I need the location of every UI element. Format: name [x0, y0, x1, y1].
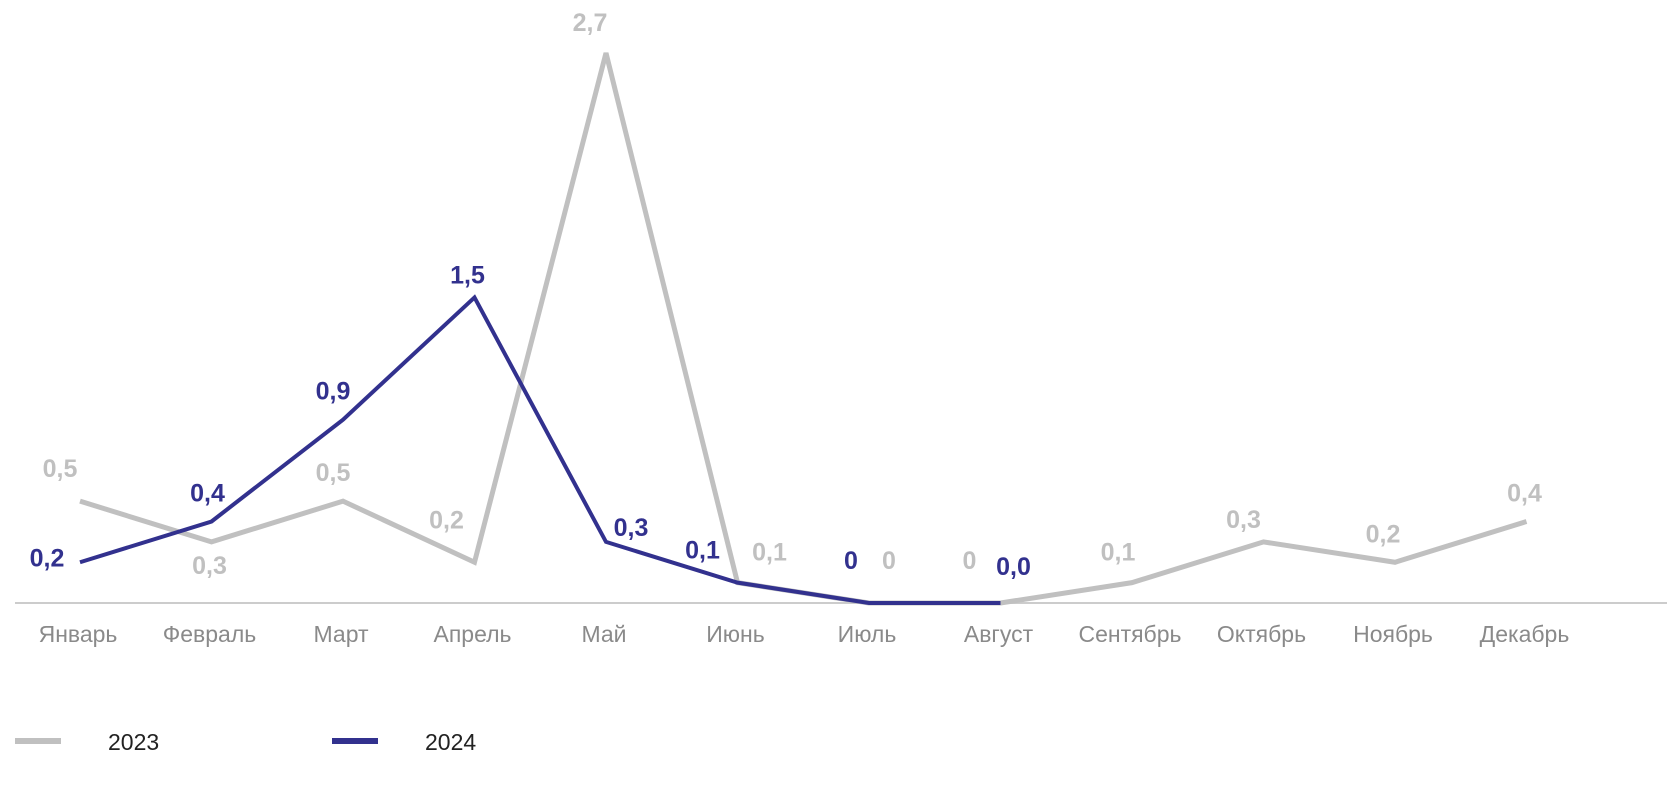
- data-label-2023: 0,5: [316, 459, 351, 487]
- data-label-2024: 1,5: [450, 261, 485, 289]
- data-label-2024: 0,3: [614, 514, 649, 542]
- x-tick-label: Май: [581, 621, 626, 647]
- data-label-2024: 0,2: [30, 544, 65, 572]
- x-tick-label: Июль: [838, 621, 897, 647]
- x-tick-label: Апрель: [433, 621, 511, 647]
- data-label-2023: 0: [963, 547, 977, 575]
- series-line-2023: [79, 52, 1528, 606]
- data-label-2023: 0,2: [429, 506, 464, 534]
- x-tick-label: Октябрь: [1217, 621, 1306, 647]
- x-tick-label: Декабрь: [1480, 621, 1570, 647]
- x-tick-label: Июнь: [706, 621, 764, 647]
- data-label-2024: 0,1: [685, 537, 720, 565]
- x-tick-label: Февраль: [163, 621, 256, 647]
- x-tick-label: Ноябрь: [1353, 621, 1433, 647]
- data-label-2023: 0,4: [1507, 480, 1542, 508]
- data-label-2023: 0,1: [1101, 539, 1136, 567]
- series-layer: [79, 52, 1528, 606]
- x-tick-label: Март: [313, 621, 368, 647]
- data-label-2023: 0,3: [192, 552, 227, 580]
- series-line-2024: [79, 294, 1001, 605]
- data-label-2023: 0,3: [1226, 506, 1261, 534]
- data-label-2023: 0,2: [1366, 520, 1401, 548]
- legend: 2023 2024: [15, 729, 476, 755]
- x-tick-label: Январь: [39, 621, 118, 647]
- data-label-2023: 2,7: [573, 9, 608, 37]
- x-tick-label: Сентябрь: [1078, 621, 1181, 647]
- legend-label-2024: 2024: [425, 729, 476, 755]
- data-label-2024: 0: [844, 547, 858, 575]
- data-label-2023: 0,1: [752, 539, 787, 567]
- data-label-2023: 0,5: [43, 455, 78, 483]
- legend-label-2023: 2023: [108, 729, 159, 755]
- data-label-2024: 0,9: [316, 378, 351, 406]
- data-label-2024: 0,0: [996, 553, 1031, 581]
- data-label-2023: 0: [882, 547, 896, 575]
- x-tick-label: Август: [964, 621, 1034, 647]
- data-label-2024: 0,4: [190, 480, 225, 508]
- data-labels: 0,50,30,50,22,70,1 0 0 0,10,30,20,40,20,40,…: [30, 9, 1542, 581]
- x-axis: Январь Февраль Март Апрель Май Июнь Июль Август…: [15, 602, 1667, 647]
